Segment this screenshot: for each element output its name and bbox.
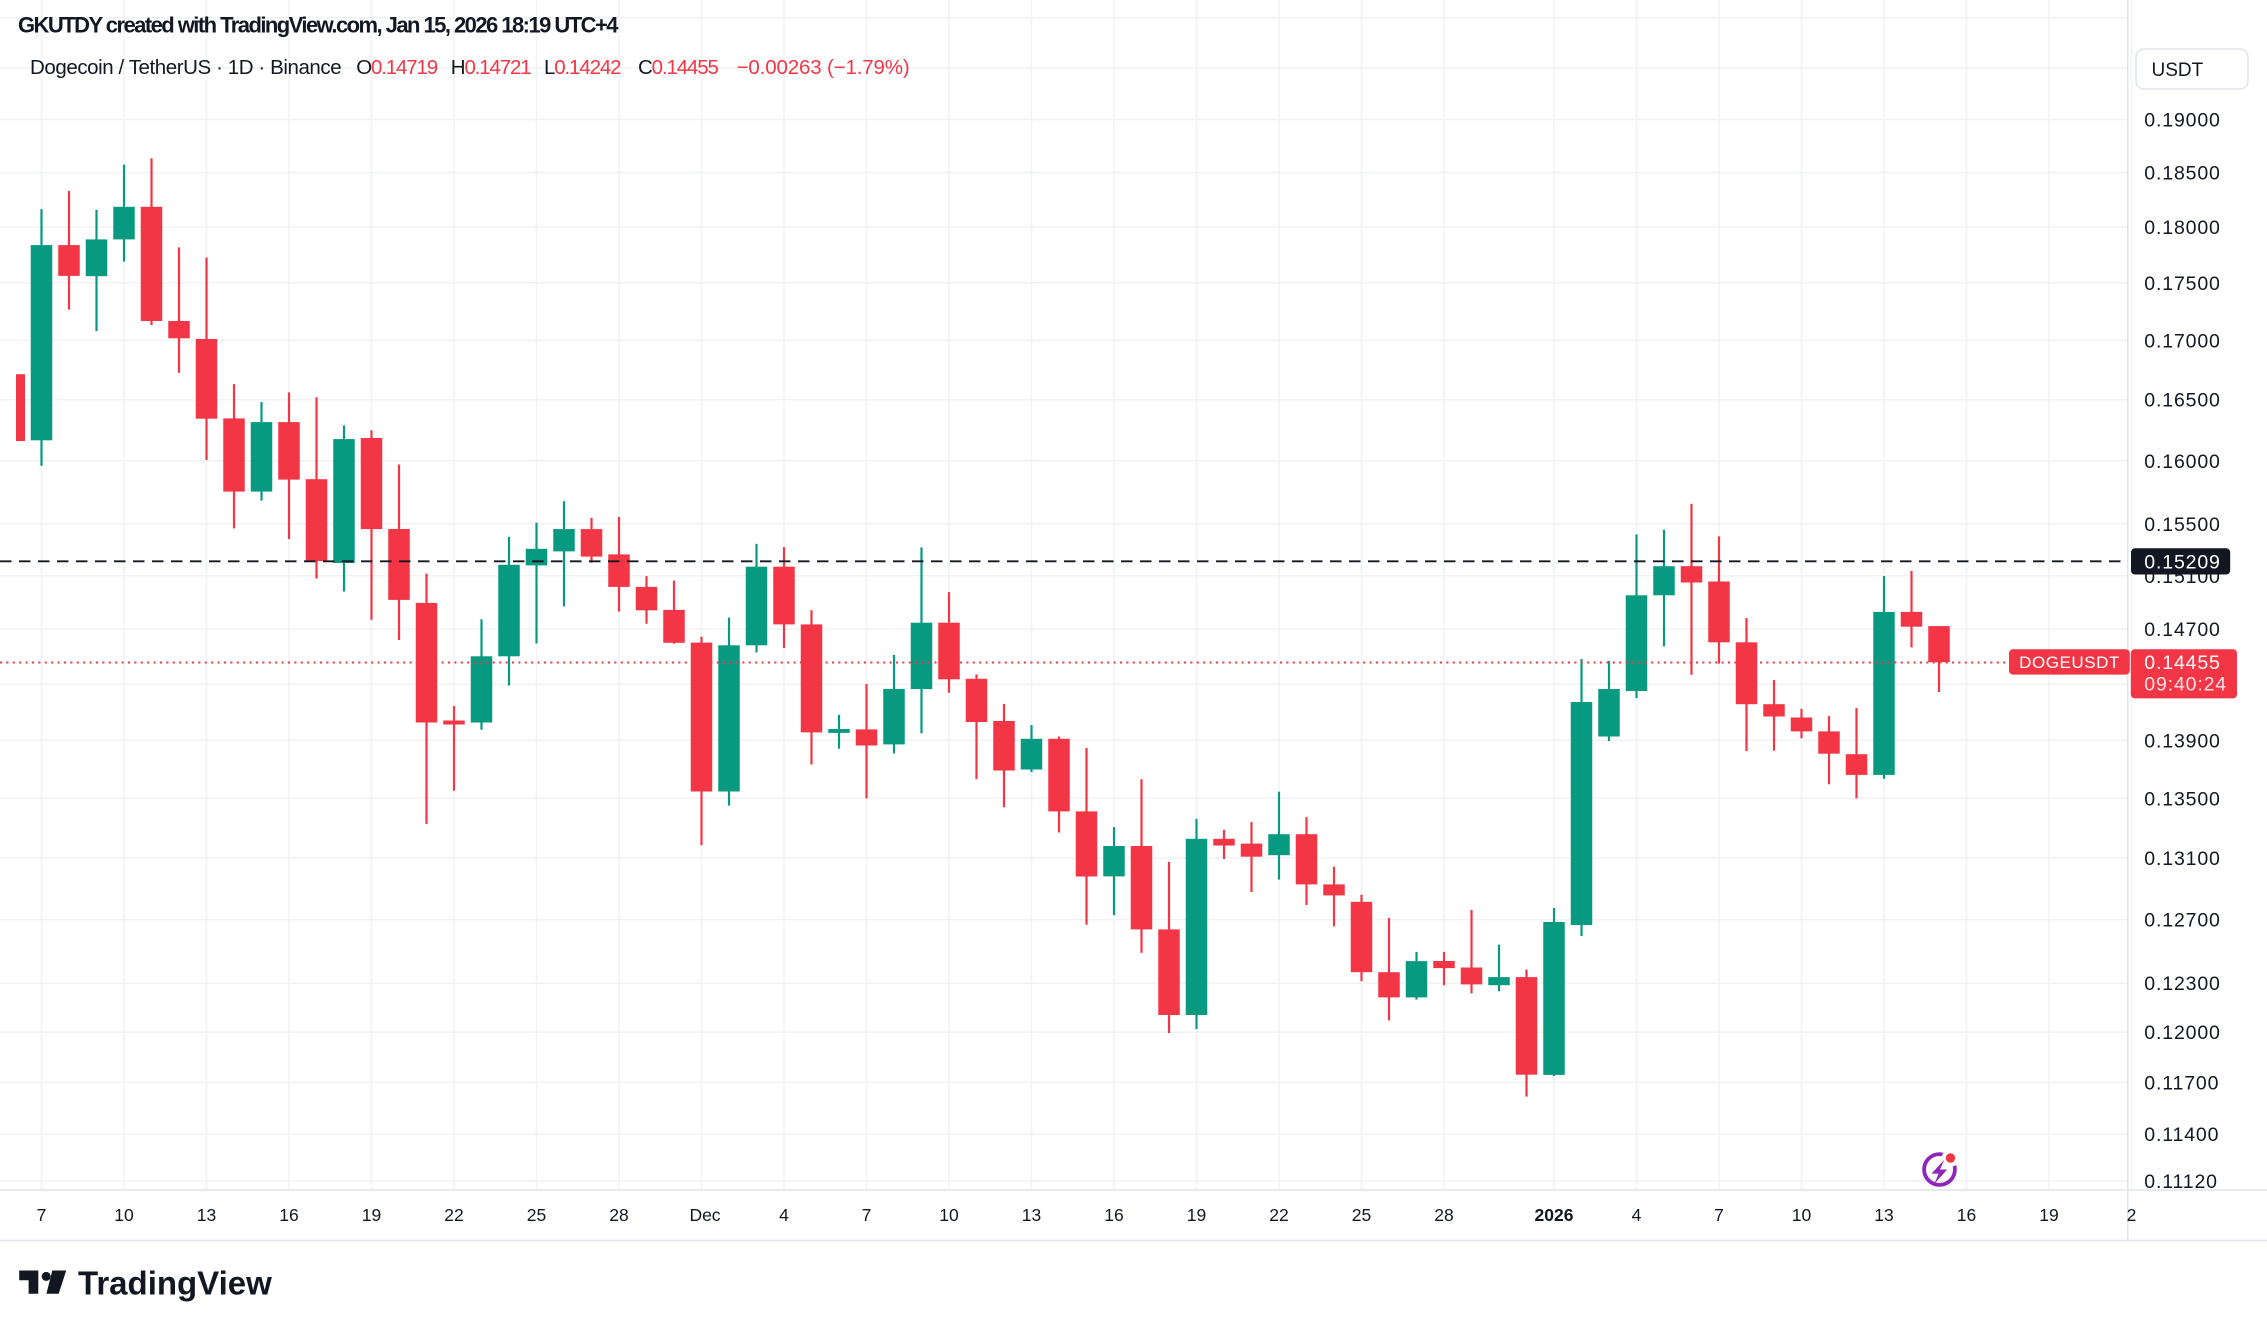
svg-text:0.18000: 0.18000 <box>2144 217 2220 239</box>
svg-text:0.15500: 0.15500 <box>2144 514 2220 536</box>
svg-text:28: 28 <box>609 1205 628 1225</box>
svg-text:13: 13 <box>1022 1205 1041 1225</box>
svg-text:0.12000: 0.12000 <box>2144 1022 2220 1044</box>
svg-text:0.11700: 0.11700 <box>2144 1072 2219 1094</box>
svg-text:USDT: USDT <box>2152 60 2204 81</box>
svg-text:0.11400: 0.11400 <box>2144 1124 2219 1146</box>
svg-text:H0.14721: H0.14721 <box>451 56 531 79</box>
svg-text:0.14700: 0.14700 <box>2144 619 2220 641</box>
svg-text:19: 19 <box>1187 1205 1206 1225</box>
svg-text:10: 10 <box>114 1205 134 1225</box>
svg-text:2026: 2026 <box>1535 1205 1574 1225</box>
svg-text:25: 25 <box>1352 1205 1371 1225</box>
svg-text:13: 13 <box>1874 1205 1893 1225</box>
svg-text:28: 28 <box>1434 1205 1453 1225</box>
svg-text:0.18500: 0.18500 <box>2144 163 2220 185</box>
svg-text:0.11120: 0.11120 <box>2144 1171 2218 1193</box>
svg-text:−0.00263 (−1.79%): −0.00263 (−1.79%) <box>737 56 910 79</box>
svg-text:L0.14242: L0.14242 <box>544 56 621 79</box>
svg-text:0.13100: 0.13100 <box>2144 848 2220 870</box>
svg-text:Dec: Dec <box>689 1205 720 1225</box>
svg-text:4: 4 <box>1632 1205 1642 1225</box>
svg-text:22: 22 <box>1269 1205 1288 1225</box>
svg-text:19: 19 <box>2039 1205 2058 1225</box>
svg-text:16: 16 <box>279 1205 298 1225</box>
svg-text:7: 7 <box>1714 1205 1724 1225</box>
svg-text:4: 4 <box>779 1205 789 1225</box>
svg-text:7: 7 <box>37 1205 47 1225</box>
svg-text:7: 7 <box>862 1205 872 1225</box>
svg-text:0.12300: 0.12300 <box>2144 973 2220 995</box>
svg-text:10: 10 <box>939 1205 959 1225</box>
svg-text:09:40:24: 09:40:24 <box>2144 674 2227 696</box>
svg-text:0.13900: 0.13900 <box>2144 730 2220 752</box>
svg-text:Dogecoin / TetherUS · 1D · Bin: Dogecoin / TetherUS · 1D · Binance <box>30 56 341 79</box>
svg-text:0.17000: 0.17000 <box>2144 330 2220 352</box>
svg-text:O0.14719: O0.14719 <box>356 56 438 79</box>
svg-text:2: 2 <box>2127 1205 2137 1225</box>
svg-text:0.14455: 0.14455 <box>2144 652 2220 674</box>
svg-text:GKUTDY created with TradingVie: GKUTDY created with TradingView.com, Jan… <box>18 13 619 38</box>
svg-text:16: 16 <box>1104 1205 1123 1225</box>
svg-text:25: 25 <box>527 1205 546 1225</box>
svg-text:13: 13 <box>197 1205 216 1225</box>
svg-text:0.17500: 0.17500 <box>2144 273 2220 295</box>
svg-text:TradingView: TradingView <box>78 1265 272 1302</box>
svg-text:C0.14455: C0.14455 <box>638 56 718 79</box>
svg-text:0.13500: 0.13500 <box>2144 788 2220 810</box>
svg-text:0.16000: 0.16000 <box>2144 451 2220 473</box>
svg-text:DOGEUSDT: DOGEUSDT <box>2019 653 2120 672</box>
svg-text:19: 19 <box>362 1205 381 1225</box>
svg-text:0.15209: 0.15209 <box>2144 551 2220 573</box>
svg-text:22: 22 <box>444 1205 463 1225</box>
svg-text:0.19000: 0.19000 <box>2144 110 2220 132</box>
svg-text:16: 16 <box>1957 1205 1976 1225</box>
svg-text:0.12700: 0.12700 <box>2144 910 2220 932</box>
svg-text:10: 10 <box>1792 1205 1812 1225</box>
svg-text:0.16500: 0.16500 <box>2144 390 2220 412</box>
